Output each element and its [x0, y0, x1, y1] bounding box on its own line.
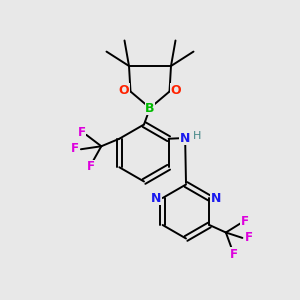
Text: O: O: [171, 83, 182, 97]
Text: F: F: [77, 126, 86, 139]
Text: B: B: [145, 101, 155, 115]
Text: O: O: [118, 83, 129, 97]
Text: N: N: [151, 191, 161, 205]
Text: F: F: [241, 215, 249, 228]
Text: F: F: [230, 248, 238, 261]
Text: N: N: [180, 132, 190, 145]
Text: F: F: [244, 231, 252, 244]
Text: F: F: [86, 160, 94, 173]
Text: F: F: [71, 142, 79, 155]
Text: H: H: [193, 131, 201, 141]
Text: N: N: [211, 191, 221, 205]
